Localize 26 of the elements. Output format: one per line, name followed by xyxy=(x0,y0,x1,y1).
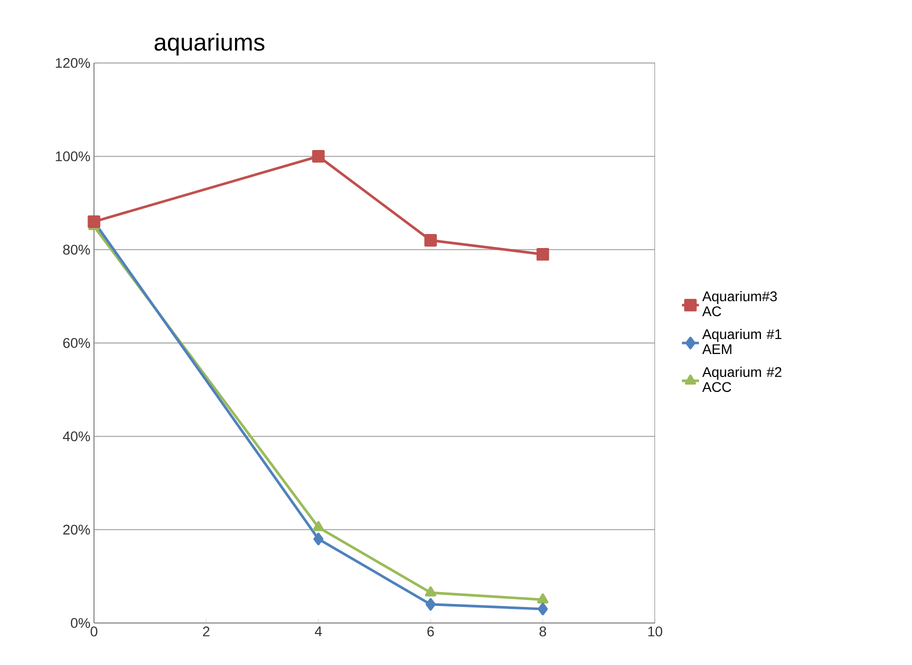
point xyxy=(312,521,324,532)
point xyxy=(538,602,548,616)
y-tick-label: 40% xyxy=(62,431,90,442)
y-tick-label: 100% xyxy=(56,151,90,162)
x-tick-label: 10 xyxy=(648,626,662,636)
legend-label: Aquarium#3 AC xyxy=(702,291,777,316)
x-tick-label: 2 xyxy=(203,626,210,636)
y-tick-label: 20% xyxy=(63,524,90,535)
x-tick-label: 0 xyxy=(90,626,98,636)
point xyxy=(312,150,325,163)
point xyxy=(424,234,437,247)
x-tick-label: 8 xyxy=(540,626,546,636)
point xyxy=(536,248,550,261)
y-tick-label: 120% xyxy=(56,58,90,68)
y-tick-label: 60% xyxy=(63,338,90,348)
x-tick-label: 6 xyxy=(427,626,434,636)
chart-title: aquariums xyxy=(154,33,264,56)
point xyxy=(537,593,548,604)
legend-label: Aquarium #2 ACC xyxy=(702,366,782,392)
point xyxy=(424,586,436,596)
point xyxy=(313,532,324,546)
y-tick-label: 0% xyxy=(70,618,90,628)
x-tick-label: 4 xyxy=(314,626,322,636)
legend-label: Aquarium #1 AEM xyxy=(702,328,782,354)
point xyxy=(426,598,436,611)
y-tick-label: 80% xyxy=(63,244,90,255)
